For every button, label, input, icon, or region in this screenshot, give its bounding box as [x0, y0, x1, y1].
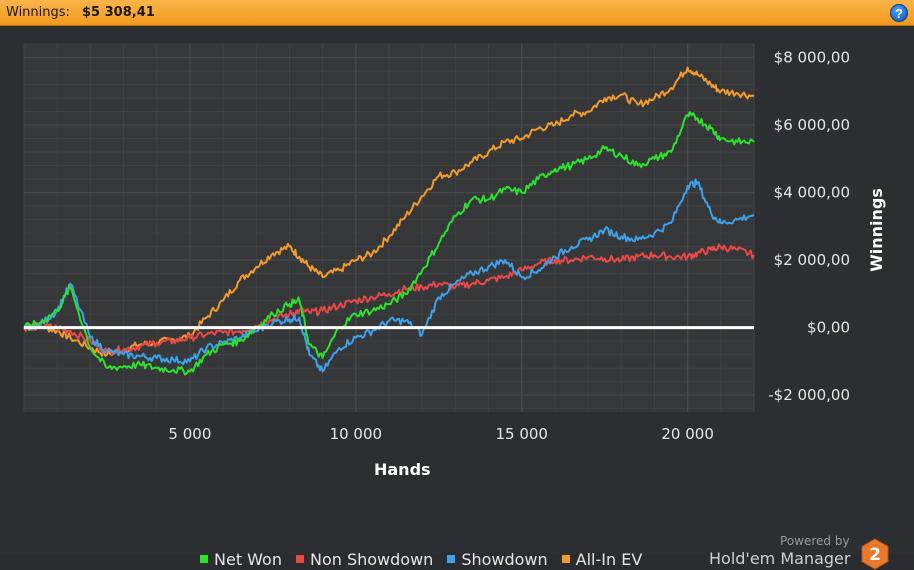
holdem-manager-logo-icon: 2 — [861, 538, 889, 570]
axis-labels: 5 000 10 000 15 000 20 000 -$2 000,00 $0,00 $2… — [168, 49, 886, 479]
y-tick-label: $2 000,00 — [774, 251, 850, 269]
product-name: Hold'em Manager — [709, 549, 851, 568]
x-tick-label: 15 000 — [495, 425, 548, 443]
series-lines — [23, 66, 755, 376]
x-tick-label: 10 000 — [330, 425, 383, 443]
y-tick-label: $8 000,00 — [774, 49, 850, 67]
help-icon[interactable]: ? — [890, 4, 908, 22]
legend-item-non-showdown[interactable]: Non Showdown — [295, 549, 434, 569]
y-tick-label: $4 000,00 — [774, 184, 850, 202]
legend: Net Won Non Showdown Showdown All-In EV — [200, 548, 656, 570]
legend-item-all-in_ev[interactable]: All-In EV — [561, 549, 643, 569]
x-axis-title: Hands — [374, 460, 431, 479]
x-tick-label: 20 000 — [661, 425, 714, 443]
y-tick-label: $6 000,00 — [774, 116, 850, 134]
legend-swatch — [200, 555, 208, 563]
y-tick-label: $0,00 — [807, 319, 850, 337]
winnings-label: Winnings: — [6, 5, 70, 20]
svg-text:2: 2 — [869, 545, 881, 565]
winnings-chart: 5 000 10 000 15 000 20 000 -$2 000,00 $0,00 $2… — [23, 43, 886, 479]
chart-panel: 5 000 10 000 15 000 20 000 -$2 000,00 $0,00 $2… — [0, 26, 914, 570]
series-line-non-showdown — [23, 243, 755, 356]
winnings-value: $5 308,41 — [82, 5, 155, 20]
legend-item-net-won[interactable]: Net Won — [200, 550, 282, 569]
series-line-showdown — [24, 178, 755, 373]
legend-swatch — [447, 555, 456, 563]
legend-item-showdown[interactable]: Showdown — [447, 549, 548, 569]
legend-label: Net Won — [214, 549, 282, 569]
legend-label: All-In EV — [575, 549, 643, 569]
legend-swatch — [561, 555, 570, 563]
legend-label: Showdown — [461, 549, 548, 569]
legend-swatch — [295, 555, 304, 563]
powered-by-text: Powered by — [780, 534, 850, 548]
x-tick-label: 5 000 — [168, 425, 211, 443]
winnings-header-bar: Winnings: $5 308,41 ? — [0, 0, 914, 26]
y-tick-label: -$2 000,00 — [768, 386, 850, 404]
series-line-all-in_ev — [23, 66, 755, 357]
series-line-net-won — [23, 111, 755, 376]
legend-label: Non Showdown — [309, 549, 434, 569]
y-axis-title: Winnings — [867, 188, 886, 272]
